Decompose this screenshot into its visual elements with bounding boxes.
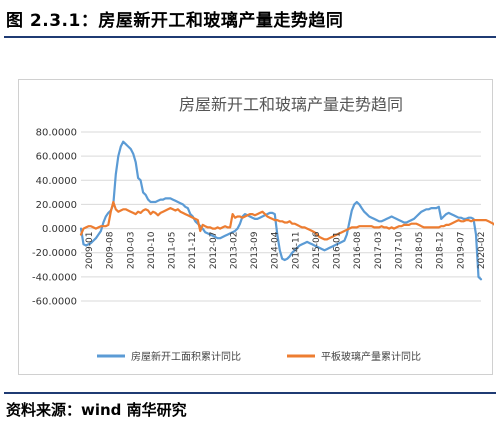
legend-label-2: 平板玻璃产量累计同比 [321, 350, 421, 363]
series-line-1 [79, 140, 483, 281]
x-tick-label: 2013-09 [250, 231, 260, 269]
source-note: 资料来源：wind 南华研究 [6, 401, 187, 419]
x-tick-label: 2010-03 [126, 232, 136, 270]
x-tick-label: 2015-06 [312, 231, 322, 269]
x-tick-label: 2018-05 [415, 232, 425, 270]
x-tick-label: 2010-10 [147, 231, 157, 269]
x-tick-label: 2012-07 [209, 232, 219, 270]
chart-title: 房屋新开工和玻璃产量走势趋同 [179, 95, 403, 114]
line-chart: 房屋新开工和玻璃产量走势趋同 80.0000 60.0000 40.0000 20.00… [32, 95, 494, 363]
x-tick-label: 2016-01 [333, 232, 343, 270]
x-tick-label: 2014-11 [291, 232, 301, 270]
x-tick-label: 2011-12 [188, 232, 198, 270]
y-tick-label: -60.0000 [32, 297, 77, 308]
x-tick-label: 2014-04 [271, 231, 281, 269]
x-tick-label: 2018-12 [436, 232, 446, 270]
y-tick-label: 60.0000 [36, 152, 77, 163]
figure-caption: 图 2.3.1：房屋新开工和玻璃产量走势趋同 [6, 11, 344, 31]
y-tick-label: -40.0000 [32, 272, 77, 283]
chart-frame: 房屋新开工和玻璃产量走势趋同 80.0000 60.0000 40.0000 20.00… [18, 79, 494, 375]
x-tick-label: 2013-02 [229, 232, 239, 270]
y-tick-label: 40.0000 [36, 176, 77, 187]
x-tick-label: 2016-08 [353, 231, 363, 269]
x-tick-label: 2019-07 [456, 232, 466, 270]
x-tick-label: 2009-08 [106, 231, 116, 269]
x-tick-label: 2011-05 [168, 232, 178, 270]
caption-rule [4, 36, 496, 38]
x-tick-label: 2017-03 [374, 232, 384, 270]
x-tick-label: 2017-10 [395, 231, 405, 269]
series-line-2 [79, 200, 494, 241]
source-rule [4, 392, 496, 394]
x-tick-label: 2009-01 [85, 232, 95, 270]
y-tick-label: 0.0000 [42, 224, 77, 235]
legend-label-1: 房屋新开工面积累计同比 [131, 350, 241, 363]
y-tick-label: 20.0000 [36, 200, 77, 211]
y-tick-label: -20.0000 [32, 248, 77, 259]
y-tick-label: 80.0000 [36, 128, 77, 139]
x-tick-label: 2020-02 [477, 232, 487, 270]
